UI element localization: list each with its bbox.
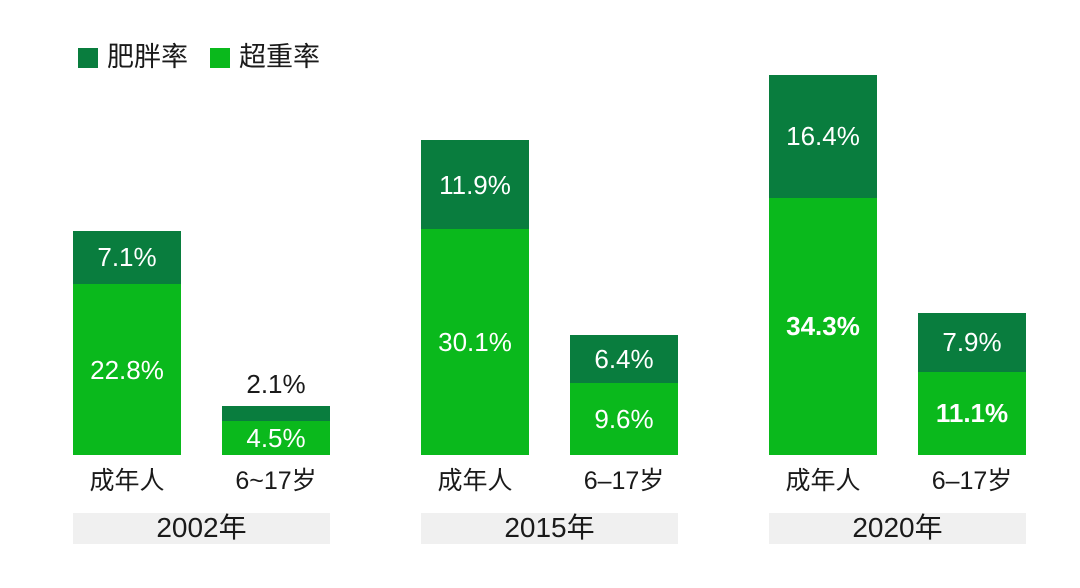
obesity-swatch-icon xyxy=(78,47,98,68)
category-label-adults: 成年人 xyxy=(89,467,165,495)
category-labels-2002: 成年人 6~17岁 xyxy=(73,467,330,496)
chart-group-2020: 16.4% 34.3% 7.9% 11.1% 成年人 6–17岁 2020年 xyxy=(769,0,1026,544)
value-label-overweight: 34.3% xyxy=(786,311,860,342)
bars-row-2002: 7.1% 22.8% 2.1% 4.5% xyxy=(73,0,330,455)
legend-label-overweight: 超重率 xyxy=(239,42,320,72)
value-label-overweight: 9.6% xyxy=(594,404,654,434)
value-label-overweight: 30.1% xyxy=(438,327,512,358)
segment-overweight: 9.6% xyxy=(570,383,678,455)
segment-obesity: 7.9% xyxy=(918,312,1026,372)
segment-obesity xyxy=(222,405,330,422)
value-label-obesity: 7.9% xyxy=(942,327,1002,358)
value-label-obesity: 11.9% xyxy=(439,169,511,200)
year-label: 2015年 xyxy=(504,512,595,544)
value-label-obesity: 6.4% xyxy=(594,344,654,374)
category-label-children-6-17: 6~17岁 xyxy=(235,467,317,495)
bar-children-6-17-2020: 7.9% 11.1% xyxy=(918,312,1026,455)
bar-children-6-17-2002: 2.1% 4.5% xyxy=(222,368,330,455)
chart-group-2015: 11.9% 30.1% 6.4% 9.6% 成年人 6–17岁 2015年 xyxy=(421,0,678,544)
category-label-adults: 成年人 xyxy=(785,467,861,495)
value-label-obesity: 16.4% xyxy=(786,121,860,152)
segment-overweight: 22.8% xyxy=(73,284,181,455)
segment-overweight: 11.1% xyxy=(918,371,1026,455)
category-label-adults: 成年人 xyxy=(437,467,513,495)
segment-overweight: 30.1% xyxy=(421,229,529,455)
year-band-2002: 2002年 xyxy=(73,512,330,544)
segment-obesity: 11.9% xyxy=(421,140,529,230)
year-label: 2020年 xyxy=(852,512,943,544)
legend-label-obesity: 肥胖率 xyxy=(107,42,188,72)
category-labels-2015: 成年人 6–17岁 xyxy=(421,467,678,496)
bars-row-2020: 16.4% 34.3% 7.9% 11.1% xyxy=(769,0,1026,455)
value-label-obesity: 7.1% xyxy=(97,242,157,273)
year-band-2015: 2015年 xyxy=(421,512,678,544)
chart-legend: 肥胖率 超重率 xyxy=(78,44,320,71)
category-label-children-6-17: 6–17岁 xyxy=(583,467,665,495)
legend-item-overweight: 超重率 xyxy=(210,44,320,71)
year-band-2020: 2020年 xyxy=(769,512,1026,544)
bar-adults-2020: 16.4% 34.3% xyxy=(769,74,877,455)
bar-adults-2002: 7.1% 22.8% xyxy=(73,230,181,455)
legend-item-obesity: 肥胖率 xyxy=(78,44,188,71)
overweight-swatch-icon xyxy=(210,47,230,68)
segment-obesity: 16.4% xyxy=(769,74,877,198)
segment-overweight: 34.3% xyxy=(769,197,877,455)
segment-obesity: 6.4% xyxy=(570,335,678,383)
chart-group-2002: 7.1% 22.8% 2.1% 4.5% 成年人 6~17岁 2002年 xyxy=(73,0,330,544)
category-labels-2020: 成年人 6–17岁 xyxy=(769,467,1026,496)
value-label-overweight: 4.5% xyxy=(246,423,306,454)
segment-obesity: 7.1% xyxy=(73,230,181,284)
bar-children-6-17-2015: 6.4% 9.6% xyxy=(570,335,678,455)
bars-row-2015: 11.9% 30.1% 6.4% 9.6% xyxy=(421,0,678,455)
segment-overweight: 4.5% xyxy=(222,421,330,455)
category-label-children-6-17: 6–17岁 xyxy=(931,467,1013,495)
value-label-overweight: 22.8% xyxy=(90,354,164,385)
value-label-overweight: 11.1% xyxy=(935,398,1009,429)
value-label-obesity-outside: 2.1% xyxy=(246,368,306,399)
year-label: 2002年 xyxy=(156,512,247,544)
bar-adults-2015: 11.9% 30.1% xyxy=(421,140,529,455)
